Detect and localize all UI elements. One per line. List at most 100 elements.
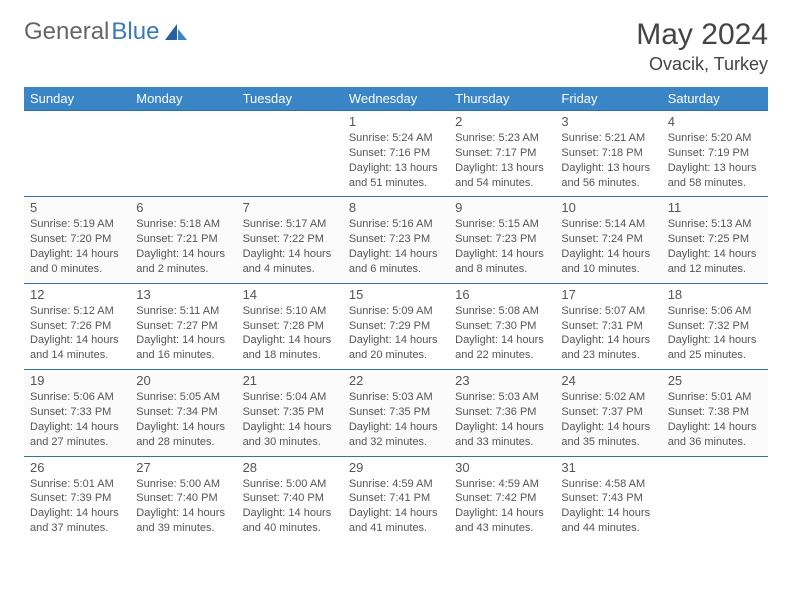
daylight-text: Daylight: 14 hours and 37 minutes. — [30, 506, 124, 536]
day-info: Sunrise: 5:03 AMSunset: 7:35 PMDaylight:… — [349, 390, 443, 449]
weekday-header: Sunday — [24, 87, 130, 111]
sunrise-text: Sunrise: 5:06 AM — [668, 304, 762, 319]
sunset-text: Sunset: 7:42 PM — [455, 491, 549, 506]
sunset-text: Sunset: 7:43 PM — [561, 491, 655, 506]
day-info: Sunrise: 4:59 AMSunset: 7:42 PMDaylight:… — [455, 477, 549, 536]
day-number: 28 — [243, 460, 337, 475]
day-number: 1 — [349, 114, 443, 129]
day-info: Sunrise: 5:17 AMSunset: 7:22 PMDaylight:… — [243, 217, 337, 276]
calendar-day-cell: 14Sunrise: 5:10 AMSunset: 7:28 PMDayligh… — [237, 283, 343, 369]
calendar-day-cell: 3Sunrise: 5:21 AMSunset: 7:18 PMDaylight… — [555, 111, 661, 197]
calendar-week-row: 1Sunrise: 5:24 AMSunset: 7:16 PMDaylight… — [24, 111, 768, 197]
day-info: Sunrise: 5:04 AMSunset: 7:35 PMDaylight:… — [243, 390, 337, 449]
sunset-text: Sunset: 7:25 PM — [668, 232, 762, 247]
calendar-day-cell: 8 Sunrise: 5:16 AMSunset: 7:23 PMDaylight… — [343, 197, 449, 283]
sunrise-text: Sunrise: 5:13 AM — [668, 217, 762, 232]
day-info: Sunrise: 5:00 AMSunset: 7:40 PMDaylight:… — [136, 477, 230, 536]
daylight-text: Daylight: 14 hours and 28 minutes. — [136, 420, 230, 450]
daylight-text: Daylight: 14 hours and 27 minutes. — [30, 420, 124, 450]
sunrise-text: Sunrise: 4:59 AM — [349, 477, 443, 492]
day-number: 29 — [349, 460, 443, 475]
location: Ovacik, Turkey — [636, 54, 768, 75]
day-info: Sunrise: 5:14 AMSunset: 7:24 PMDaylight:… — [561, 217, 655, 276]
sunset-text: Sunset: 7:18 PM — [561, 146, 655, 161]
calendar-day-cell: 15 Sunrise: 5:09 AMSunset: 7:29 PMDayligh… — [343, 283, 449, 369]
sunset-text: Sunset: 7:32 PM — [668, 319, 762, 334]
calendar-day-cell: 4Sunrise: 5:20 AMSunset: 7:19 PMDaylight… — [662, 111, 768, 197]
sunset-text: Sunset: 7:37 PM — [561, 405, 655, 420]
sunrise-text: Sunrise: 5:19 AM — [30, 217, 124, 232]
title-block: May 2024 Ovacik, Turkey — [636, 18, 768, 75]
daylight-text: Daylight: 14 hours and 43 minutes. — [455, 506, 549, 536]
calendar-day-cell: 9Sunrise: 5:15 AMSunset: 7:23 PMDaylight… — [449, 197, 555, 283]
daylight-text: Daylight: 14 hours and 41 minutes. — [349, 506, 443, 536]
calendar-day-cell: 30 Sunrise: 4:59 AMSunset: 7:42 PMDayligh… — [449, 456, 555, 542]
calendar-day-cell: 7 Sunrise: 5:17 AMSunset: 7:22 PMDaylight… — [237, 197, 343, 283]
day-number: 23 — [455, 373, 549, 388]
day-number: 20 — [136, 373, 230, 388]
day-number: 11 — [668, 200, 762, 215]
day-number: 25 — [668, 373, 762, 388]
daylight-text: Daylight: 14 hours and 25 minutes. — [668, 333, 762, 363]
day-number: 8 — [349, 200, 443, 215]
day-info: Sunrise: 5:07 AMSunset: 7:31 PMDaylight:… — [561, 304, 655, 363]
sunrise-text: Sunrise: 5:17 AM — [243, 217, 337, 232]
sunrise-text: Sunrise: 5:03 AM — [455, 390, 549, 405]
calendar-week-row: 12Sunrise: 5:12 AMSunset: 7:26 PMDayligh… — [24, 283, 768, 369]
calendar-day-cell: 1Sunrise: 5:24 AMSunset: 7:16 PMDaylight… — [343, 111, 449, 197]
daylight-text: Daylight: 14 hours and 2 minutes. — [136, 247, 230, 277]
day-info: Sunrise: 5:02 AMSunset: 7:37 PMDaylight:… — [561, 390, 655, 449]
weekday-header-row: Sunday Monday Tuesday Wednesday Thursday… — [24, 87, 768, 111]
day-info: Sunrise: 5:12 AMSunset: 7:26 PMDaylight:… — [30, 304, 124, 363]
day-number: 18 — [668, 287, 762, 302]
sunrise-text: Sunrise: 4:59 AM — [455, 477, 549, 492]
day-number: 6 — [136, 200, 230, 215]
calendar-day-cell: 20Sunrise: 5:05 AMSunset: 7:34 PMDayligh… — [130, 370, 236, 456]
calendar-day-cell: 6Sunrise: 5:18 AMSunset: 7:21 PMDaylight… — [130, 197, 236, 283]
day-info: Sunrise: 5:09 AMSunset: 7:29 PMDaylight:… — [349, 304, 443, 363]
daylight-text: Daylight: 13 hours and 54 minutes. — [455, 161, 549, 191]
day-number: 30 — [455, 460, 549, 475]
day-number: 17 — [561, 287, 655, 302]
sunrise-text: Sunrise: 5:05 AM — [136, 390, 230, 405]
sunset-text: Sunset: 7:27 PM — [136, 319, 230, 334]
calendar-day-cell: 28Sunrise: 5:00 AMSunset: 7:40 PMDayligh… — [237, 456, 343, 542]
day-info: Sunrise: 5:13 AMSunset: 7:25 PMDaylight:… — [668, 217, 762, 276]
calendar-day-cell: 22 Sunrise: 5:03 AMSunset: 7:35 PMDayligh… — [343, 370, 449, 456]
sunrise-text: Sunrise: 5:01 AM — [30, 477, 124, 492]
day-info: Sunrise: 5:06 AMSunset: 7:33 PMDaylight:… — [30, 390, 124, 449]
sunset-text: Sunset: 7:16 PM — [349, 146, 443, 161]
month-title: May 2024 — [636, 18, 768, 52]
day-number: 10 — [561, 200, 655, 215]
sunset-text: Sunset: 7:26 PM — [30, 319, 124, 334]
day-info: Sunrise: 5:19 AMSunset: 7:20 PMDaylight:… — [30, 217, 124, 276]
day-number: 4 — [668, 114, 762, 129]
daylight-text: Daylight: 14 hours and 14 minutes. — [30, 333, 124, 363]
day-info: Sunrise: 5:01 AMSunset: 7:38 PMDaylight:… — [668, 390, 762, 449]
day-number: 7 — [243, 200, 337, 215]
daylight-text: Daylight: 14 hours and 23 minutes. — [561, 333, 655, 363]
daylight-text: Daylight: 14 hours and 8 minutes. — [455, 247, 549, 277]
sunrise-text: Sunrise: 5:04 AM — [243, 390, 337, 405]
calendar-week-row: 5Sunrise: 5:19 AMSunset: 7:20 PMDaylight… — [24, 197, 768, 283]
sunrise-text: Sunrise: 5:02 AM — [561, 390, 655, 405]
day-number: 13 — [136, 287, 230, 302]
day-info: Sunrise: 4:59 AMSunset: 7:41 PMDaylight:… — [349, 477, 443, 536]
calendar-day-cell: 17 Sunrise: 5:07 AMSunset: 7:31 PMDayligh… — [555, 283, 661, 369]
day-info: Sunrise: 5:16 AMSunset: 7:23 PMDaylight:… — [349, 217, 443, 276]
header: GeneralBlue May 2024 Ovacik, Turkey — [24, 18, 768, 75]
sunset-text: Sunset: 7:40 PM — [136, 491, 230, 506]
day-number: 12 — [30, 287, 124, 302]
day-info: Sunrise: 5:11 AMSunset: 7:27 PMDaylight:… — [136, 304, 230, 363]
calendar-day-cell: 26Sunrise: 5:01 AMSunset: 7:39 PMDayligh… — [24, 456, 130, 542]
calendar-table: Sunday Monday Tuesday Wednesday Thursday… — [24, 87, 768, 542]
daylight-text: Daylight: 14 hours and 4 minutes. — [243, 247, 337, 277]
day-number: 15 — [349, 287, 443, 302]
day-number: 22 — [349, 373, 443, 388]
weekday-header: Tuesday — [237, 87, 343, 111]
calendar-day-cell: 2Sunrise: 5:23 AMSunset: 7:17 PMDaylight… — [449, 111, 555, 197]
calendar-day-cell: 19Sunrise: 5:06 AMSunset: 7:33 PMDayligh… — [24, 370, 130, 456]
day-number: 27 — [136, 460, 230, 475]
sunrise-text: Sunrise: 5:09 AM — [349, 304, 443, 319]
sunrise-text: Sunrise: 5:12 AM — [30, 304, 124, 319]
